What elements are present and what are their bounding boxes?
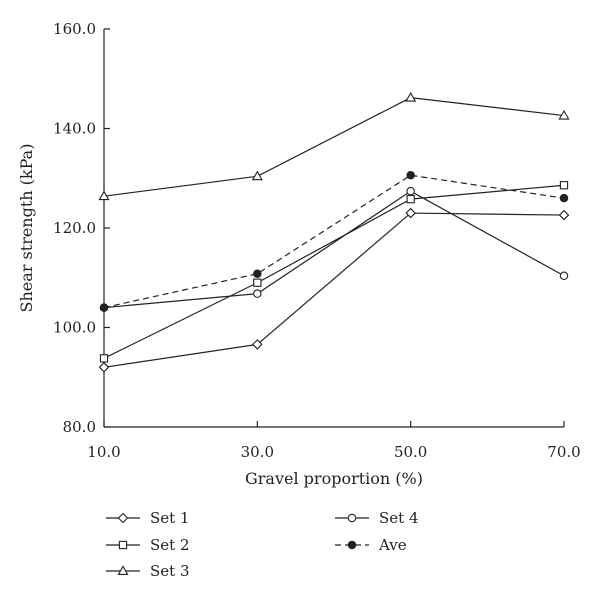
x-tick-label: 10.0	[87, 443, 120, 461]
data-point	[99, 354, 109, 363]
data-point	[251, 170, 263, 181]
y-axis-title: Shear strength (kPa)	[17, 144, 36, 313]
data-point	[406, 194, 415, 204]
legend-label: Set 3	[150, 562, 190, 580]
y-tick-label: 160.0	[53, 20, 96, 38]
markers-set-1	[98, 207, 570, 373]
legend-label: Ave	[378, 536, 407, 554]
markers-set-4	[99, 186, 569, 312]
legend-item: Set 2	[106, 536, 190, 554]
axes	[103, 29, 564, 428]
legend-item: Ave	[335, 536, 407, 554]
x-axis-title: Gravel proportion (%)	[245, 469, 423, 488]
legend-item: Set 3	[106, 562, 190, 580]
legend-label: Set 2	[150, 536, 190, 554]
series-line-set-3	[103, 97, 565, 197]
data-point	[98, 362, 110, 373]
series-line-set-1	[103, 212, 565, 368]
markers-ave	[99, 171, 569, 312]
legend-label: Set 1	[150, 509, 190, 527]
data-point	[406, 171, 415, 180]
data-point	[405, 207, 416, 219]
legend-label: Set 4	[379, 509, 419, 527]
x-tick-label: 30.0	[241, 443, 274, 461]
data-point	[253, 278, 262, 287]
legend-marker	[347, 540, 357, 550]
data-point	[559, 271, 569, 281]
legend-marker	[347, 513, 357, 523]
y-tick-label: 120.0	[53, 219, 96, 237]
data-point	[98, 190, 110, 201]
legend-item: Set 1	[106, 509, 190, 527]
data-point	[253, 269, 262, 279]
data-point	[99, 303, 109, 312]
markers-set-2	[99, 181, 569, 363]
data-point	[558, 109, 570, 120]
data-point	[405, 91, 417, 102]
series-line-set-2	[103, 184, 565, 359]
y-tick-label: 100.0	[53, 319, 96, 337]
x-tick-label: 70.0	[547, 443, 580, 461]
y-ticks: 80.0 100.0 120.0 140.0 160.0	[53, 20, 110, 436]
series-line-set-4	[103, 190, 565, 309]
y-tick-label: 140.0	[53, 120, 96, 138]
legend-marker	[117, 512, 129, 524]
series-lines	[103, 97, 565, 368]
series-markers	[98, 91, 570, 373]
legend-item: Set 4	[335, 509, 419, 527]
data-point	[558, 209, 570, 221]
data-point	[559, 181, 569, 190]
legend: Set 1 Set 2 Set 3 Set 4 Ave	[106, 509, 419, 580]
y-tick-label: 80.0	[63, 418, 96, 436]
legend-marker	[118, 540, 128, 550]
data-point	[253, 289, 262, 298]
data-point	[406, 186, 415, 196]
legend-marker	[117, 565, 129, 576]
x-tick-label: 50.0	[394, 443, 427, 461]
data-point	[252, 339, 263, 350]
x-ticks: 10.0 30.0 50.0 70.0	[87, 421, 581, 461]
markers-set-3	[98, 91, 570, 201]
data-point	[559, 193, 569, 203]
